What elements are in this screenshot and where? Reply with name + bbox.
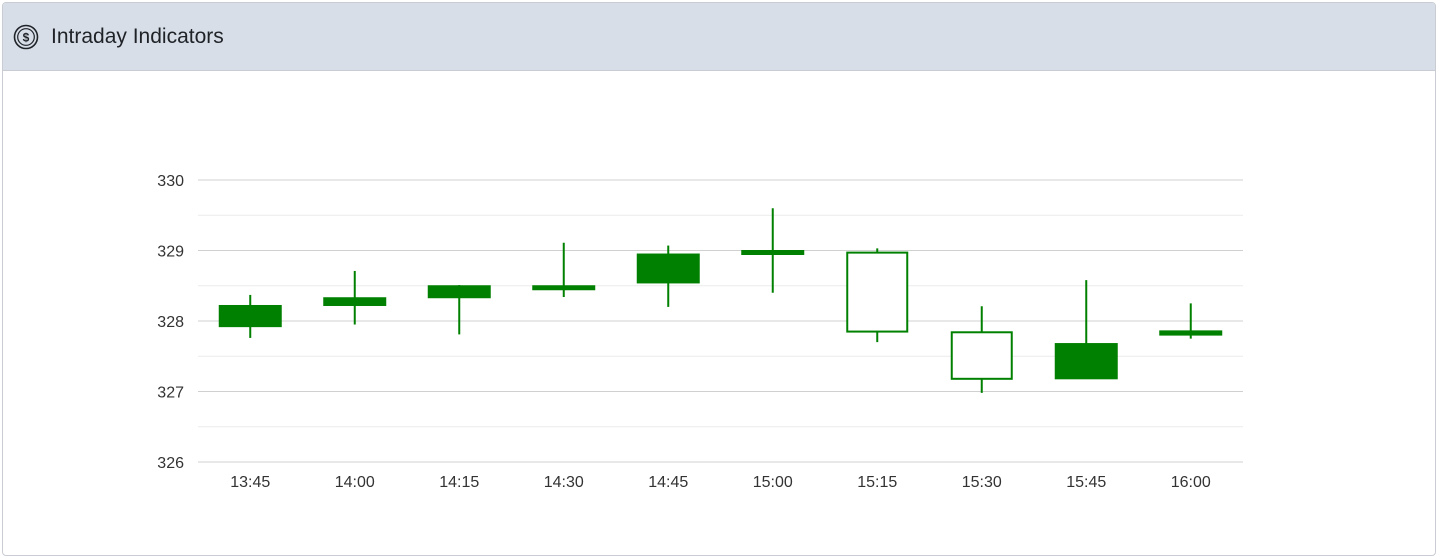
x-tick-label: 15:45 (1066, 474, 1106, 491)
y-tick-label: 329 (157, 244, 184, 261)
candle-body (532, 285, 596, 291)
candle-body (218, 304, 282, 328)
candle-body (846, 251, 909, 333)
x-tick-label: 14:00 (335, 474, 375, 491)
panel-title: Intraday Indicators (51, 24, 224, 48)
x-tick-label: 14:45 (648, 474, 688, 491)
x-tick-label: 15:15 (857, 474, 897, 491)
candle-body (1054, 343, 1118, 380)
dollar-circle-icon: $ (13, 24, 39, 50)
x-tick-label: 15:30 (962, 474, 1002, 491)
panel-header: $ Intraday Indicators (3, 3, 1435, 71)
y-tick-label: 326 (157, 455, 184, 472)
y-tick-label: 327 (157, 385, 184, 402)
candle-body (1159, 330, 1223, 336)
svg-text:$: $ (23, 30, 30, 44)
candle-body (636, 253, 700, 284)
x-tick-label: 13:45 (230, 474, 270, 491)
y-tick-label: 330 (157, 173, 184, 190)
candle-body (741, 250, 805, 255)
candle-body (427, 285, 491, 299)
x-tick-label: 14:30 (544, 474, 584, 491)
candle-body (323, 297, 387, 306)
y-tick-label: 328 (157, 314, 184, 331)
x-tick-label: 15:00 (753, 474, 793, 491)
x-tick-label: 16:00 (1171, 474, 1211, 491)
x-tick-label: 14:15 (439, 474, 479, 491)
chart-area: 326 327 328 329 330 13:45 14:00 14:15 14:30 14:45… (3, 71, 1435, 555)
candlestick-chart: 326 327 328 329 330 13:45 14:00 14:15 14:30 14:45… (157, 173, 1243, 491)
candle-body (950, 331, 1013, 380)
